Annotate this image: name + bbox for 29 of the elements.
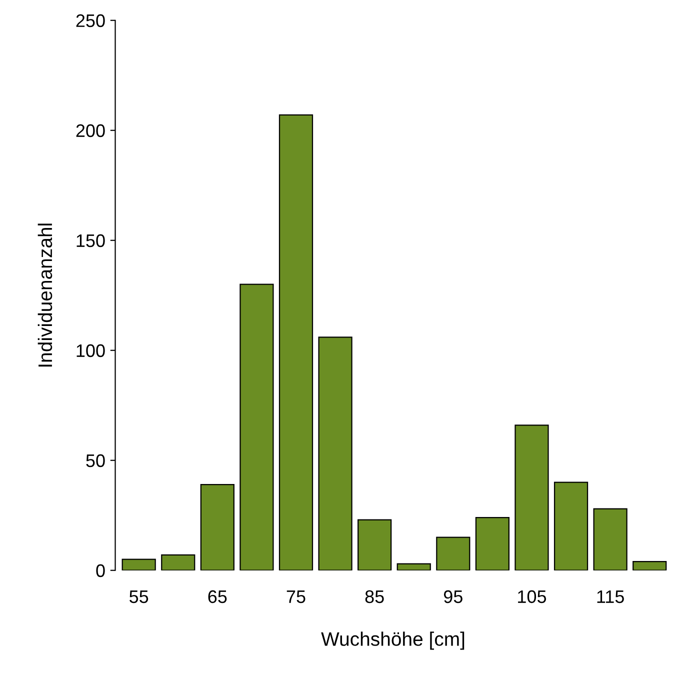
bar (240, 284, 274, 570)
bar (396, 563, 431, 570)
y-tick-label: 150 (76, 234, 105, 248)
x-tick-label: 115 (597, 590, 624, 604)
y-axis-title: Individuenanzahl (38, 224, 52, 367)
bar (436, 536, 470, 570)
bar (161, 554, 196, 570)
y-tick-label: 100 (76, 344, 105, 358)
x-tick-label: 65 (208, 590, 227, 604)
bar (278, 114, 314, 570)
bar (475, 517, 510, 570)
bar (554, 482, 588, 570)
y-tick-label: 200 (76, 124, 105, 138)
bar (593, 508, 628, 570)
x-tick-label: 95 (444, 590, 462, 604)
x-tick-label: 55 (130, 590, 148, 604)
x-tick-label: 105 (518, 590, 546, 604)
x-axis-title: Wuchshöhe [cm] (321, 632, 464, 650)
bar (318, 336, 352, 570)
y-tick-label: 50 (86, 454, 105, 468)
bar (200, 484, 234, 570)
bar (514, 424, 549, 570)
x-tick-label: 85 (365, 590, 384, 604)
bar (122, 558, 156, 570)
y-tick-label: 0 (96, 564, 105, 578)
y-tick-label: 250 (76, 14, 105, 28)
bar (632, 561, 667, 570)
x-tick-label: 75 (286, 590, 306, 604)
bar (358, 519, 392, 570)
